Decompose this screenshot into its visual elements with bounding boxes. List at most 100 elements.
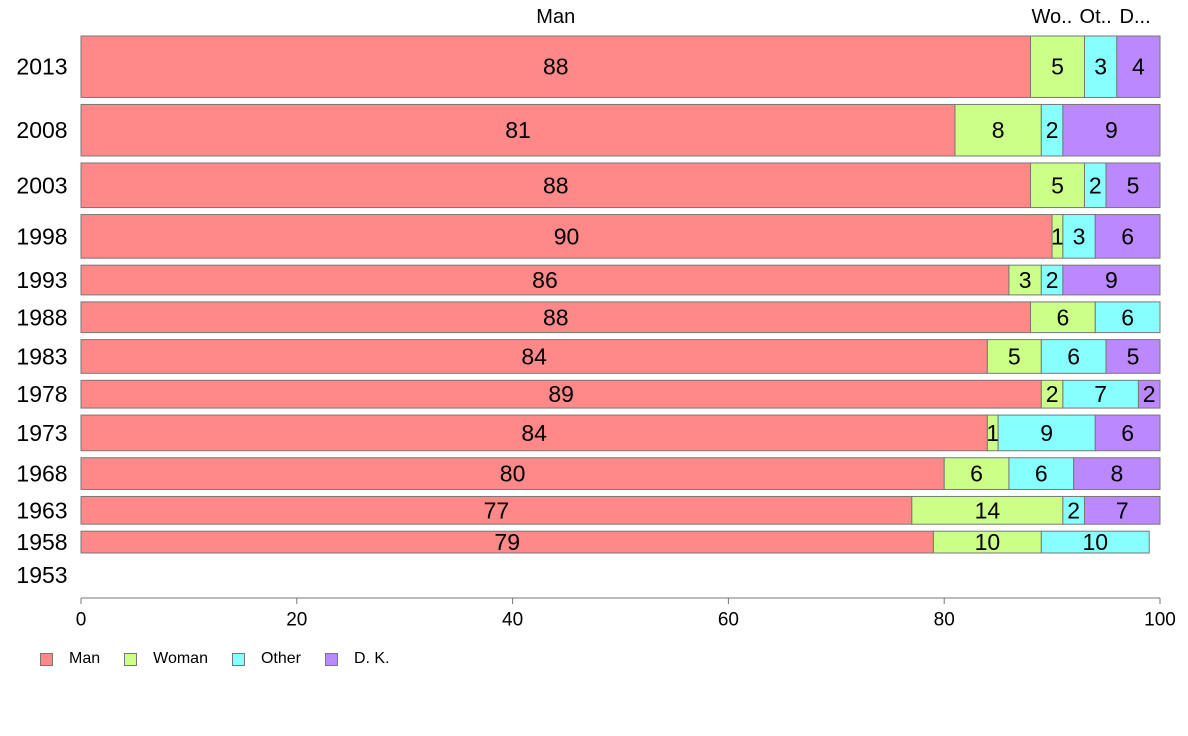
legend-label-dk: D. K. [353,650,390,667]
data-label-woman-1988: 6 [1056,304,1069,330]
legend-label-other: Other [260,650,301,667]
data-label-man-1978: 89 [548,381,574,407]
data-label-man-1988: 88 [543,304,569,330]
bar-woman-2003 [1030,162,1085,209]
data-label-other-1978: 7 [1094,381,1107,407]
bar-other-2013 [1083,35,1118,98]
legend-item-man: Man [40,650,100,668]
bar-man-1993 [80,264,1010,296]
x-tick-label-80: 80 [934,610,955,631]
bar-other-1973 [997,414,1096,452]
legend-item-dk: D. K. [324,650,390,668]
y-tick-label-2008: 2008 [16,117,67,143]
x-tick-label-0: 0 [76,610,87,631]
data-label-dk-2003: 5 [1127,172,1140,198]
bar-woman-1993 [1008,264,1042,296]
data-label-man-1983: 84 [521,343,547,369]
bar-other-1978 [1062,379,1139,409]
data-label-other-2008: 2 [1046,117,1059,143]
bar-man-1963 [80,495,913,525]
top-label-other: Ot.. [1080,6,1112,28]
data-label-woman-1963: 14 [975,497,1001,523]
bar-other-1998 [1062,214,1096,259]
data-label-other-1973: 9 [1040,420,1053,446]
bar-dk-1963 [1083,495,1161,525]
bar-man-1973 [80,414,988,452]
bar-dk-2008 [1062,103,1161,157]
legend-swatch-woman [124,652,138,666]
bar-dk-1993 [1062,264,1161,296]
data-label-woman-1983: 5 [1008,343,1021,369]
legend-swatch-other [231,652,245,666]
bar-man-1978 [80,379,1042,409]
top-label-woman: Wo.. [1032,6,1073,28]
data-label-woman-1993: 3 [1019,267,1032,293]
bar-dk-1968 [1073,457,1161,490]
bar-dk-1998 [1094,214,1161,259]
y-tick-label-1978: 1978 [16,381,67,407]
y-tick-label-1958: 1958 [16,529,67,555]
top-label-man: Man [536,6,575,28]
bar-man-2013 [80,35,1032,98]
bar-other-1983 [1040,339,1107,374]
data-label-woman-1998: 1 [1051,223,1064,249]
bar-dk-1978 [1137,379,1161,409]
data-label-other-1993: 2 [1046,267,1059,293]
data-label-other-1968: 6 [1035,461,1048,487]
data-label-man-2013: 88 [543,54,569,80]
x-tick-label-40: 40 [502,610,523,631]
data-label-woman-2008: 8 [992,117,1005,143]
data-label-man-1968: 80 [500,461,526,487]
data-label-woman-2003: 5 [1051,172,1064,198]
data-label-dk-1993: 9 [1105,267,1118,293]
data-label-woman-1978: 2 [1046,381,1059,407]
legend-item-other: Other [231,650,301,668]
bar-woman-1963 [911,495,1064,525]
legend-swatch-dk [324,652,338,666]
legend: Man Woman Other D. K. [40,650,414,668]
data-label-other-1958: 10 [1082,529,1108,555]
data-label-dk-1978: 2 [1143,381,1156,407]
bar-man-1968 [80,457,945,490]
bar-woman-1983 [986,339,1042,374]
data-label-man-1973: 84 [521,420,547,446]
bar-man-2003 [80,162,1032,209]
bar-man-2008 [80,103,956,157]
y-tick-label-1968: 1968 [16,461,67,487]
y-tick-label-1988: 1988 [16,304,67,330]
bar-other-1958 [1040,530,1150,554]
y-tick-label-1993: 1993 [16,267,67,293]
bar-man-1998 [80,214,1053,259]
data-label-dk-1968: 8 [1110,461,1123,487]
bar-dk-1983 [1105,339,1161,374]
y-tick-label-2013: 2013 [16,54,67,80]
data-label-dk-1983: 5 [1127,343,1140,369]
bar-other-1968 [1008,457,1075,490]
data-label-dk-1998: 6 [1121,223,1134,249]
top-label-dk: D... [1120,6,1151,28]
data-label-other-1963: 2 [1067,497,1080,523]
x-tick-label-100: 100 [1144,610,1176,631]
x-tick-label-20: 20 [286,610,307,631]
data-label-man-1993: 86 [532,267,558,293]
bar-woman-2008 [954,103,1042,157]
bar-woman-1988 [1030,301,1096,334]
data-label-other-2003: 2 [1089,172,1102,198]
legend-swatch-man [40,652,53,666]
data-label-woman-2013: 5 [1051,54,1064,80]
bar-dk-1973 [1094,414,1161,452]
x-tick-label-60: 60 [718,610,739,631]
data-label-dk-1973: 6 [1121,420,1134,446]
data-label-dk-1963: 7 [1116,497,1129,523]
y-tick-label-1983: 1983 [16,343,67,369]
data-label-woman-1968: 6 [970,461,983,487]
legend-label-woman: Woman [153,650,208,667]
bar-woman-1968 [943,457,1010,490]
bar-woman-2013 [1030,35,1085,98]
bar-dk-2013 [1116,35,1161,98]
y-tick-label-1953: 1953 [16,562,67,588]
data-label-other-1983: 6 [1067,343,1080,369]
data-label-man-1958: 79 [494,529,520,555]
bar-other-1988 [1094,301,1161,334]
